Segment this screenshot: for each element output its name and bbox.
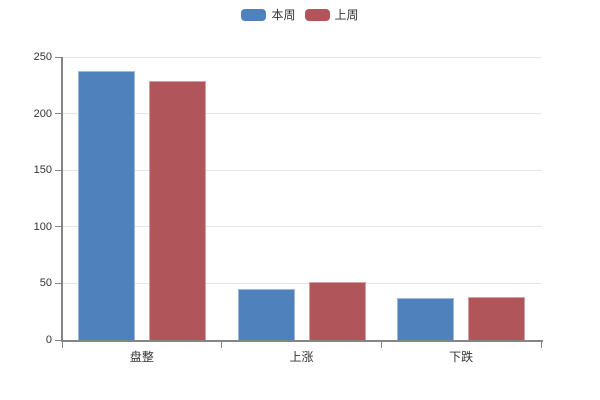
- legend: 本周 上周: [0, 8, 600, 22]
- x-axis-tick: [380, 342, 382, 348]
- legend-swatch-last-week: [304, 9, 330, 21]
- x-axis-tick: [221, 342, 223, 348]
- legend-label-this-week: 本周: [271, 8, 296, 22]
- x-axis-line: [60, 340, 543, 342]
- bar-series-0-cat-1[interactable]: [237, 289, 295, 340]
- legend-item-this-week[interactable]: 本周: [241, 8, 296, 22]
- gridline: [62, 113, 541, 115]
- y-axis-tick: [55, 56, 61, 58]
- y-axis-tick: [55, 169, 61, 171]
- bar-series-1-cat-2[interactable]: [468, 296, 526, 340]
- y-axis-line: [61, 57, 63, 340]
- y-axis-label: 250: [33, 51, 52, 63]
- y-axis-tick: [55, 282, 61, 284]
- bar-series-1-cat-0[interactable]: [148, 80, 206, 340]
- y-axis-label: 200: [33, 107, 52, 120]
- x-axis-label: 下跌: [449, 350, 474, 364]
- y-axis-tick: [55, 226, 61, 228]
- gridline: [62, 282, 541, 284]
- gridline: [62, 226, 541, 228]
- x-axis-tick: [540, 342, 542, 348]
- y-axis-label: 100: [33, 220, 52, 233]
- x-axis-label: 盘整: [129, 350, 154, 364]
- legend-item-last-week[interactable]: 上周: [304, 8, 359, 22]
- bar-series-0-cat-2[interactable]: [397, 298, 455, 340]
- y-axis-tick: [55, 339, 61, 341]
- x-axis-label: 上涨: [289, 350, 314, 364]
- plot-area: 0 50 100 150 200 250 盘整 上涨 下跌: [34, 51, 543, 364]
- y-axis-label: 0: [45, 334, 52, 346]
- bar-series-1-cat-1[interactable]: [308, 282, 366, 340]
- gridline: [62, 56, 541, 58]
- y-axis-tick: [55, 113, 61, 115]
- legend-swatch-this-week: [241, 9, 267, 21]
- x-axis-tick: [61, 342, 63, 348]
- legend-label-last-week: 上周: [334, 8, 359, 22]
- gridline: [62, 169, 541, 171]
- y-axis-label: 50: [39, 277, 52, 290]
- y-axis-label: 150: [33, 164, 52, 177]
- bar-series-0-cat-0[interactable]: [77, 70, 135, 340]
